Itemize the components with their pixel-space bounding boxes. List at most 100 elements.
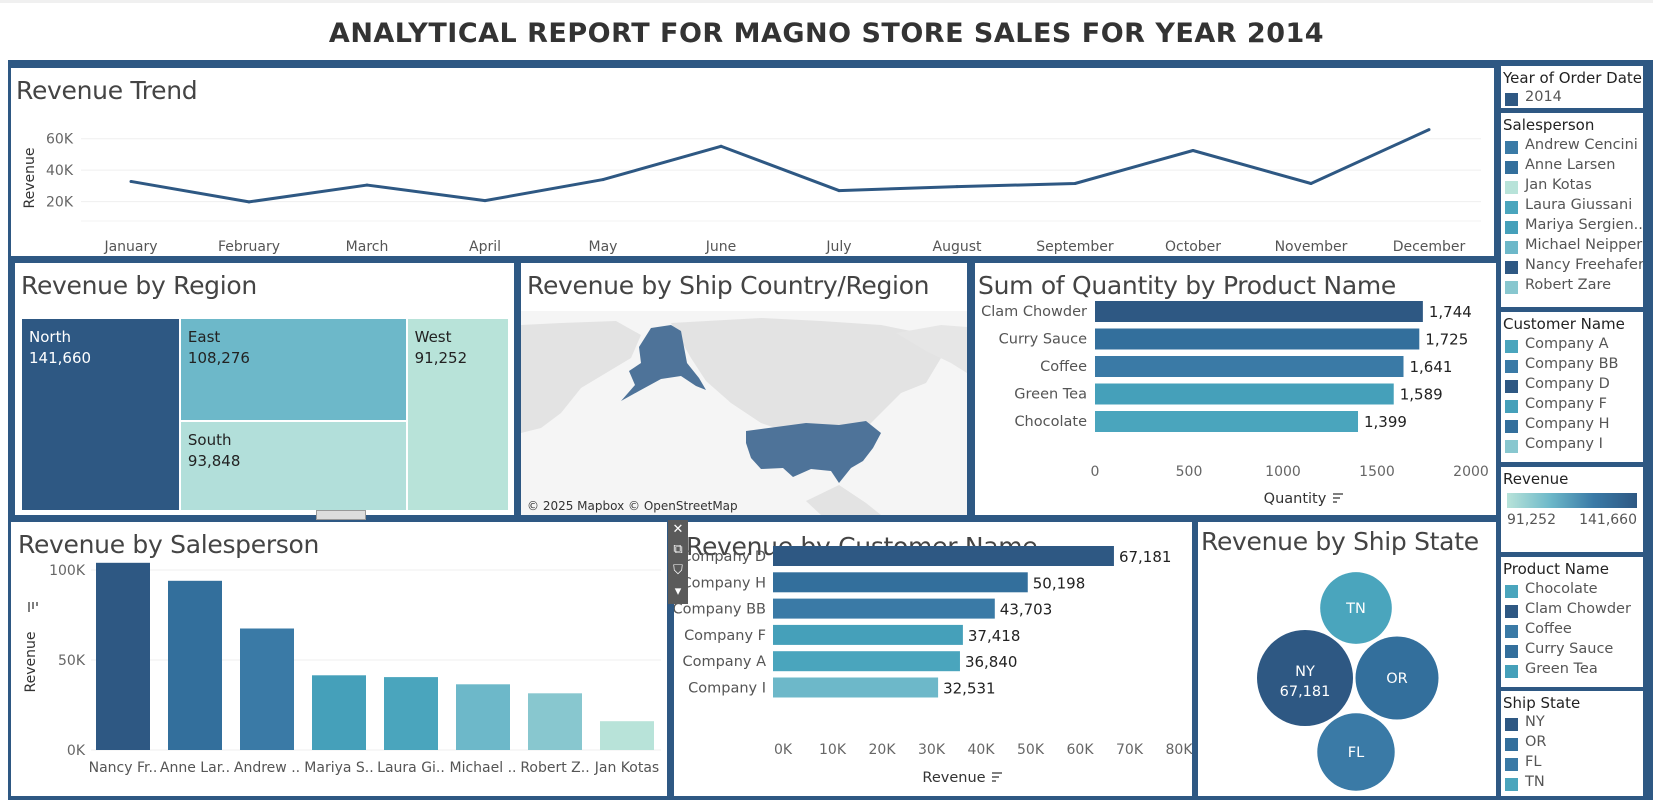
bar [1095,328,1420,350]
bubble-ny [1257,630,1353,726]
bar [773,598,995,619]
bubble-label: OR [1386,671,1408,687]
x-tick-label: Jan Kotas [594,760,659,776]
x-tick-label: Andrew .. [234,760,300,776]
bar-value-label: 1,744 [1429,303,1472,321]
legend-label: Company D [1525,376,1610,392]
close-icon[interactable]: ✕ [672,522,684,537]
legend-label: Laura Giussani [1525,197,1633,213]
x-axis-label: Revenue [922,770,985,786]
legend-swatch [1505,420,1518,433]
bubble-fl [1317,713,1395,791]
legend-title: Year of Order Date [1503,69,1642,87]
customer-bar-chart[interactable]: Company D 67,181 Company H 50,198 Company BB… [674,522,1192,796]
revenue-by-country-panel[interactable]: © 2025 Mapbox © OpenStreetMap Revenue by… [521,263,967,515]
revenue-line [130,128,1430,204]
data-point [719,144,723,148]
treemap-cell-east[interactable]: East 108,276 [179,318,407,422]
x-tick-label: 1500 [1359,464,1395,480]
sort-icon [28,602,38,612]
legend-swatch [1505,380,1518,393]
revenue-by-state-panel[interactable]: Revenue by Ship State NY 67,181 OR FL TN [1198,522,1496,796]
legend-label: TN [1525,774,1545,790]
bubble-value-label: 67,181 [1280,684,1331,700]
legend-title: Ship State [1503,694,1581,712]
x-tick-label: May [589,239,618,255]
popout-icon[interactable]: ⧉ [673,542,683,557]
category-label: Company H [682,575,767,591]
bar-value-label: 37,418 [968,627,1021,645]
y-tick-label: 40K [46,163,74,179]
treemap-cell-south[interactable]: South 93,848 [179,421,407,511]
panel-title: Revenue by Ship State [1201,527,1479,556]
more-icon[interactable]: ▾ [674,584,682,599]
legend-swatch [1505,625,1518,638]
quantity-bar-chart[interactable]: Clam Chowder 1,744 Curry Sauce 1,725 Coffee 1… [975,263,1496,515]
revenue-by-salesperson-panel[interactable]: Revenue by Salesperson 0K 50K 100K Revenue N… [11,522,667,796]
y-tick-label: 100K [49,563,86,579]
x-tick-label: 500 [1176,464,1203,480]
quantity-by-product-panel[interactable]: Sum of Quantity by Product Name Clam Cho… [975,263,1496,515]
y-tick-label: 60K [46,132,74,148]
x-tick-label: 1000 [1265,464,1301,480]
x-tick-label: December [1393,239,1466,255]
worksheet-toolbar: ✕ ⧉ ⛉ ▾ [668,520,688,604]
legend-swatch [1505,440,1518,453]
bar-value-label: 1,399 [1364,413,1407,431]
x-tick-label: 2000 [1453,464,1489,480]
revenue-by-region-panel[interactable]: Revenue by Region North 141,660 East 108,27… [15,263,514,515]
bar-value-label: 1,641 [1410,358,1453,376]
x-tick-label: Anne Lar.. [160,760,230,776]
x-tick-label: 70K [1116,742,1144,758]
panel-title: Revenue by Salesperson [18,530,320,559]
bar-value-label: 1,725 [1425,331,1468,349]
bar [1095,301,1423,322]
revenue-trend-chart[interactable]: 20K 40K 60K Revenue January February March Apri… [11,68,1494,256]
x-tick-label: January [103,239,157,255]
panel-title: Revenue by Ship Country/Region [527,271,930,300]
data-point [1073,182,1077,185]
bar [1095,383,1394,405]
shape-usa [746,421,881,483]
bar-value-label: 67,181 [1119,548,1172,566]
region-treemap[interactable]: North 141,660 East 108,276 South 93,848 West 91… [21,318,509,511]
bar [1095,356,1404,377]
legend-label: Anne Larsen [1525,157,1616,173]
x-tick-label: 30K [918,742,946,758]
legend-label: Chocolate [1525,581,1598,597]
data-point [483,199,487,203]
legend-label: Company A [1525,336,1609,352]
bubble-or [1355,636,1439,720]
data-point [601,178,605,182]
legend-swatch [1505,718,1518,731]
land-russia [521,321,641,433]
legend-swatch [1505,161,1518,174]
bar-value-label: 43,703 [1000,601,1053,619]
x-tick-label: February [218,239,280,255]
bar [528,693,582,750]
legend-ship-state: Ship State NY OR FL TN [1501,691,1643,796]
treemap-cell-north[interactable]: North 141,660 [21,318,180,511]
x-tick-label: Robert Z.. [520,760,589,776]
bubble-label: NY [1295,664,1315,680]
filter-icon[interactable]: ⛉ [673,563,683,578]
x-tick-label: June [705,239,737,255]
resize-handle[interactable] [316,510,366,520]
treemap-cell-west[interactable]: West 91,252 [406,318,509,511]
salesperson-bar-chart[interactable]: 0K 50K 100K Revenue Nancy Fr.. Anne Lar.. Andr… [11,522,667,796]
cell-name: West [414,328,452,346]
revenue-by-customer-panel[interactable]: Revenue by Customer Name Company D67,181… [674,522,1192,796]
cell-value: 108,276 [187,349,250,367]
y-tick-label: 20K [46,195,74,211]
sort-icon [992,772,1002,782]
sort-icon [1333,493,1343,503]
bar [773,546,1114,566]
legend-label: Clam Chowder [1525,601,1631,617]
map-view[interactable]: © 2025 Mapbox © OpenStreetMap [521,263,967,515]
state-bubble-chart[interactable]: NY 67,181 OR FL TN [1198,522,1496,796]
revenue-trend-panel[interactable]: Revenue Trend 20K 40K 60K Revenue January Feb… [11,68,1494,256]
legend-swatch [1505,221,1518,234]
legend-product: Product Name Chocolate Clam Chowder Coffee… [1501,557,1643,687]
legend-year: Year of Order Date 2014 [1501,66,1643,108]
legend-swatch [1505,645,1518,658]
